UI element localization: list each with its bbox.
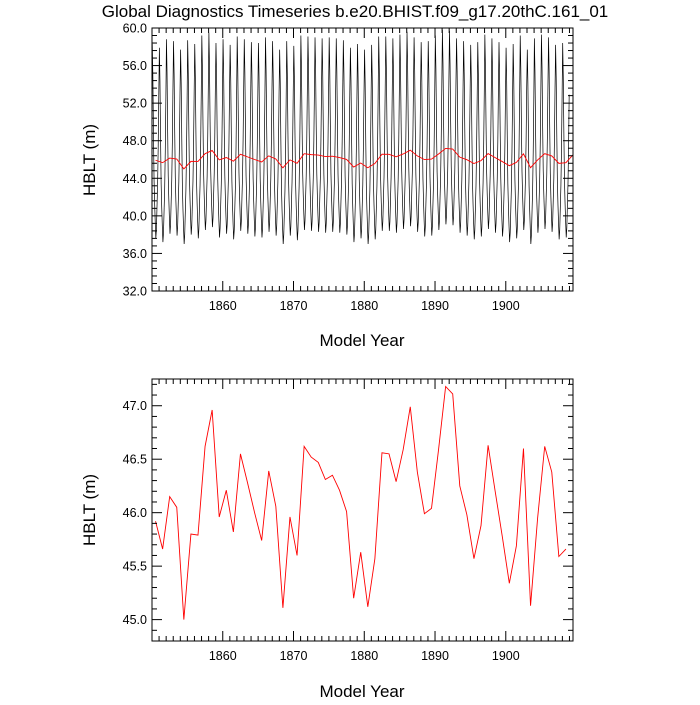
bottom-y-tick-label: 45.5 — [123, 560, 147, 574]
bottom-x-tick-label: 1900 — [492, 649, 520, 663]
top-x-tick-label: 1870 — [280, 299, 308, 313]
top-plot-frame — [151, 27, 574, 292]
top-y-tick-label: 60.0 — [123, 22, 147, 36]
top-y-tick-label: 52.0 — [123, 97, 147, 111]
bottom-x-axis-label: Model Year — [319, 682, 404, 700]
bottom-x-tick-label: 1880 — [350, 649, 378, 663]
bottom-y-tick-label: 46.5 — [123, 453, 147, 467]
bottom-y-tick-label: 46.0 — [123, 506, 147, 520]
bottom-y-tick-label: 47.0 — [123, 399, 147, 413]
top-x-tick-label: 1900 — [492, 299, 520, 313]
top-y-tick-label: 44.0 — [123, 172, 147, 186]
bottom-y-tick-label: 45.0 — [123, 613, 147, 627]
bottom-x-tick-label: 1890 — [421, 649, 449, 663]
top-x-tick-label: 1890 — [421, 299, 449, 313]
bottom-panel: 1860 1870 1880 1890 1900 45.0 45.5 46.0 46.5 47.0… — [80, 378, 574, 701]
top-series-line-2 — [155, 147, 574, 170]
top-panel: 1860 1870 1880 1890 1900 32.0 36.0 40.0 44.0 48.0… — [80, 22, 574, 350]
bottom-axis-ticks: 1860 1870 1880 1890 1900 45.0 45.5 46.0 46.5 47.0 — [123, 379, 573, 663]
top-series-line-1 — [151, 29, 570, 245]
bottom-x-tick-label: 1860 — [209, 649, 237, 663]
chart-title: Global Diagnostics Timeseries b.e20.BHIS… — [102, 2, 609, 21]
top-y-tick-label: 36.0 — [123, 247, 147, 261]
top-x-axis-label: Model Year — [319, 331, 404, 350]
bottom-x-tick-label: 1870 — [280, 649, 308, 663]
bottom-y-axis-label: HBLT (m) — [80, 474, 99, 546]
top-y-tick-label: 40.0 — [123, 209, 147, 223]
top-axis-ticks: 1860 1870 1880 1890 1900 32.0 36.0 40.0 44.0 48.0… — [123, 22, 573, 313]
top-y-tick-label: 32.0 — [123, 285, 147, 299]
bottom-plot-frame — [151, 378, 574, 642]
bottom-series-line-1 — [155, 385, 567, 620]
top-series-layer — [151, 29, 574, 245]
top-y-tick-label: 56.0 — [123, 59, 147, 73]
top-y-tick-label: 48.0 — [123, 134, 147, 148]
top-y-axis-label: HBLT (m) — [80, 124, 99, 196]
top-x-tick-label: 1880 — [350, 299, 378, 313]
top-x-tick-label: 1860 — [209, 299, 237, 313]
bottom-series-layer — [155, 385, 567, 620]
